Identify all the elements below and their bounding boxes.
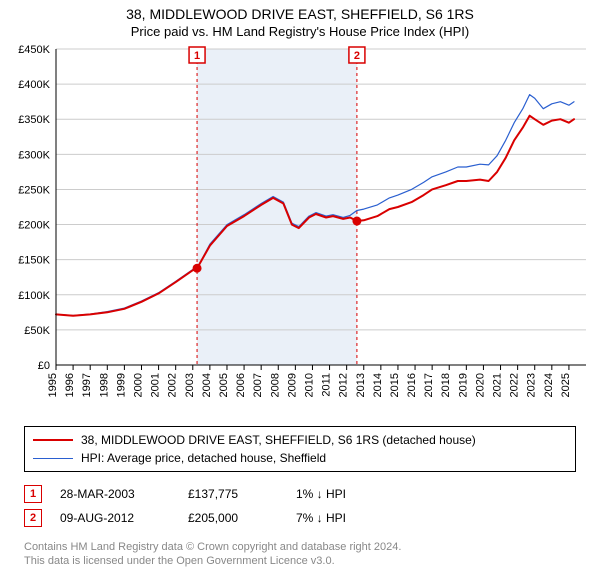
svg-text:2020: 2020 <box>474 373 486 397</box>
transaction-badge-1: 1 <box>24 485 42 503</box>
legend-label-property: 38, MIDDLEWOOD DRIVE EAST, SHEFFIELD, S6… <box>81 433 476 447</box>
svg-text:1: 1 <box>194 50 200 62</box>
transaction-date: 09-AUG-2012 <box>60 511 170 525</box>
svg-text:2015: 2015 <box>389 373 401 397</box>
svg-text:1998: 1998 <box>98 373 110 397</box>
svg-text:2004: 2004 <box>201 373 213 397</box>
svg-text:£0: £0 <box>38 360 50 372</box>
chart-svg: £0 £50K £100K £150K £200K £250K £300K £350K £400… <box>0 43 600 413</box>
legend-row: HPI: Average price, detached house, Shef… <box>33 449 567 467</box>
svg-text:£150K: £150K <box>18 255 50 267</box>
svg-text:£200K: £200K <box>18 220 50 232</box>
table-row: 1 28-MAR-2003 £137,775 1% ↓ HPI <box>24 482 576 506</box>
svg-text:2001: 2001 <box>150 373 162 397</box>
svg-text:2016: 2016 <box>406 373 418 397</box>
svg-text:2022: 2022 <box>509 373 521 397</box>
svg-text:2014: 2014 <box>372 373 384 397</box>
chart-titles: 38, MIDDLEWOOD DRIVE EAST, SHEFFIELD, S6… <box>0 0 600 39</box>
svg-text:£100K: £100K <box>18 290 50 302</box>
attribution: Contains HM Land Registry data © Crown c… <box>24 540 576 569</box>
svg-text:2023: 2023 <box>526 373 538 397</box>
legend-label-hpi: HPI: Average price, detached house, Shef… <box>81 451 326 465</box>
svg-text:2006: 2006 <box>235 373 247 397</box>
svg-text:2011: 2011 <box>321 373 333 397</box>
transaction-diff: 1% ↓ HPI <box>296 487 406 501</box>
svg-text:£50K: £50K <box>24 325 50 337</box>
svg-text:2000: 2000 <box>132 373 144 397</box>
transaction-badge-2: 2 <box>24 509 42 527</box>
legend-swatch-property <box>33 439 73 441</box>
svg-text:£450K: £450K <box>18 44 50 56</box>
svg-text:2010: 2010 <box>303 373 315 397</box>
svg-text:2003: 2003 <box>184 373 196 397</box>
svg-text:2017: 2017 <box>423 373 435 397</box>
legend-swatch-hpi <box>33 458 73 459</box>
svg-text:2019: 2019 <box>457 373 469 397</box>
svg-text:2012: 2012 <box>338 373 350 397</box>
table-row: 2 09-AUG-2012 £205,000 7% ↓ HPI <box>24 506 576 530</box>
legend-row: 38, MIDDLEWOOD DRIVE EAST, SHEFFIELD, S6… <box>33 431 567 449</box>
svg-text:£300K: £300K <box>18 149 50 161</box>
svg-text:2024: 2024 <box>543 373 555 397</box>
svg-text:1996: 1996 <box>64 373 76 397</box>
chart-title-main: 38, MIDDLEWOOD DRIVE EAST, SHEFFIELD, S6… <box>0 6 600 22</box>
svg-text:2005: 2005 <box>218 373 230 397</box>
transaction-diff: 7% ↓ HPI <box>296 511 406 525</box>
svg-text:1997: 1997 <box>81 373 93 397</box>
chart-title-sub: Price paid vs. HM Land Registry's House … <box>0 24 600 39</box>
svg-text:£350K: £350K <box>18 114 50 126</box>
svg-text:2: 2 <box>354 50 360 62</box>
svg-text:2007: 2007 <box>252 373 264 397</box>
chart-container: 38, MIDDLEWOOD DRIVE EAST, SHEFFIELD, S6… <box>0 0 600 569</box>
chart-plot: £0 £50K £100K £150K £200K £250K £300K £350K £400… <box>0 43 600 418</box>
transaction-price: £137,775 <box>188 487 278 501</box>
attribution-line: This data is licensed under the Open Gov… <box>24 554 576 568</box>
svg-text:2025: 2025 <box>560 373 572 397</box>
svg-text:2018: 2018 <box>440 373 452 397</box>
svg-text:2013: 2013 <box>355 373 367 397</box>
legend: 38, MIDDLEWOOD DRIVE EAST, SHEFFIELD, S6… <box>24 426 576 472</box>
svg-text:£250K: £250K <box>18 184 50 196</box>
svg-text:2021: 2021 <box>492 373 504 397</box>
svg-text:1995: 1995 <box>47 373 59 397</box>
attribution-line: Contains HM Land Registry data © Crown c… <box>24 540 576 554</box>
svg-text:2008: 2008 <box>269 373 281 397</box>
transaction-price: £205,000 <box>188 511 278 525</box>
svg-text:£400K: £400K <box>18 79 50 91</box>
svg-text:1999: 1999 <box>115 373 127 397</box>
transaction-table: 1 28-MAR-2003 £137,775 1% ↓ HPI 2 09-AUG… <box>24 482 576 530</box>
svg-text:2002: 2002 <box>167 373 179 397</box>
svg-text:2009: 2009 <box>286 373 298 397</box>
transaction-date: 28-MAR-2003 <box>60 487 170 501</box>
